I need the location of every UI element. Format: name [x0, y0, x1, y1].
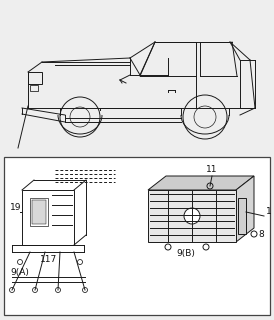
Polygon shape — [148, 176, 254, 190]
Bar — [28, 72, 42, 84]
Polygon shape — [236, 176, 254, 242]
Bar — [30, 198, 48, 226]
Text: 1: 1 — [266, 207, 272, 216]
Bar — [30, 85, 38, 91]
Bar — [238, 198, 246, 234]
Text: 117: 117 — [40, 255, 57, 264]
Text: 9(A): 9(A) — [10, 268, 29, 277]
Bar — [148, 190, 236, 242]
Circle shape — [184, 208, 200, 224]
Text: 9(B): 9(B) — [176, 249, 195, 258]
Text: 19: 19 — [10, 203, 21, 212]
Text: 8: 8 — [258, 230, 264, 239]
Text: 11: 11 — [206, 165, 218, 174]
Bar — [32, 200, 46, 224]
Bar — [22, 190, 74, 245]
Bar — [4, 157, 270, 315]
